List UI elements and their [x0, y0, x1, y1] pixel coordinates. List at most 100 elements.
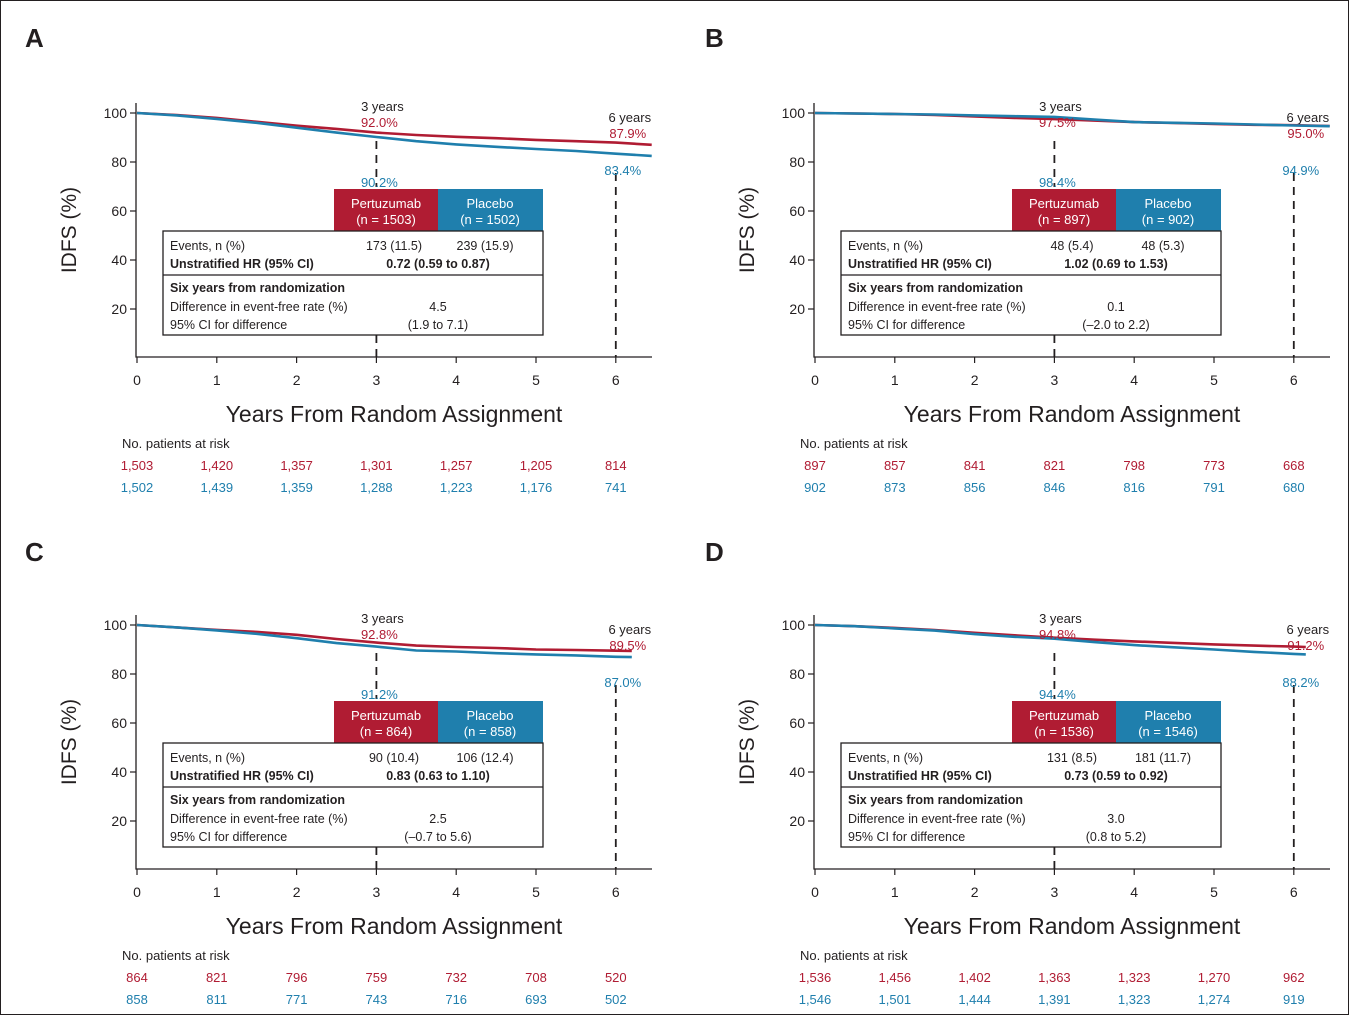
panel-b: B 20 40 60 80 100 0 1 2 3 4 5 6 IDFS (%) Years From R… — [679, 1, 1347, 508]
hr-label: Unstratified HR (95% CI) — [170, 769, 314, 783]
x-axis-title: Years From Random Assignment — [226, 401, 563, 427]
at-risk-title: No. patients at risk — [122, 436, 230, 451]
x-tick-label: 5 — [1210, 884, 1218, 900]
year3-label: 3 years — [1039, 611, 1082, 626]
placebo-n: (n = 902) — [1142, 212, 1194, 227]
x-tick-label: 6 — [612, 372, 620, 388]
pertuzumab-header-label: Pertuzumab — [351, 708, 421, 723]
x-tick-label: 2 — [971, 372, 979, 388]
pertuzumab-at-risk: 841 — [964, 458, 986, 473]
pertuzumab-at-risk: 1,503 — [121, 458, 154, 473]
pertuzumab-at-risk: 1,420 — [201, 458, 234, 473]
placebo-curve — [136, 623, 632, 659]
x-tick-label: 6 — [612, 884, 620, 900]
pertuzumab-header — [334, 189, 438, 231]
pertuzumab-events: 173 (11.5) — [366, 239, 422, 253]
pertuzumab-at-risk: 1,402 — [958, 970, 991, 985]
placebo-at-risk: 1,502 — [121, 480, 154, 495]
pertuzumab-at-risk: 668 — [1283, 458, 1305, 473]
hr-label: Unstratified HR (95% CI) — [848, 769, 992, 783]
pertuzumab-3yr-rate: 97.5% — [1039, 115, 1076, 130]
panel-letter: A — [25, 23, 44, 53]
pertuzumab-3yr-rate: 94.8% — [1039, 627, 1076, 642]
six-year-heading: Six years from randomization — [848, 793, 1023, 807]
difference-label: Difference in event-free rate (%) — [848, 300, 1026, 314]
pertuzumab-at-risk: 857 — [884, 458, 906, 473]
events-label: Events, n (%) — [170, 239, 245, 253]
pertuzumab-at-risk: 1,357 — [280, 458, 313, 473]
year6-label: 6 years — [608, 622, 651, 637]
x-tick-label: 3 — [373, 884, 381, 900]
ci-value: (0.8 to 5.2) — [1086, 830, 1146, 844]
placebo-header-label: Placebo — [467, 708, 514, 723]
placebo-6yr-rate: 87.0% — [604, 675, 641, 690]
pertuzumab-at-risk: 821 — [1044, 458, 1066, 473]
y-tick-label: 100 — [782, 617, 806, 633]
pertuzumab-at-risk: 1,257 — [440, 458, 473, 473]
difference-label: Difference in event-free rate (%) — [170, 300, 348, 314]
placebo-curve — [814, 623, 1306, 656]
placebo-header-label: Placebo — [1145, 708, 1192, 723]
km-chart: 20 40 60 80 100 0 1 2 3 4 5 6 IDFS (%) Years From Ran… — [736, 99, 1330, 495]
km-chart: 20 40 60 80 100 0 1 2 3 4 5 6 IDFS (%) Years From Ran… — [58, 611, 652, 1007]
x-tick-label: 6 — [1290, 372, 1298, 388]
pertuzumab-at-risk: 796 — [286, 970, 308, 985]
placebo-at-risk: 716 — [445, 992, 467, 1007]
pertuzumab-n: (n = 897) — [1038, 212, 1090, 227]
axes-frame — [813, 103, 1330, 358]
y-axis-title: IDFS (%) — [58, 699, 81, 785]
placebo-at-risk: 693 — [525, 992, 547, 1007]
axes-frame — [135, 103, 652, 358]
pertuzumab-at-risk: 897 — [804, 458, 826, 473]
pertuzumab-at-risk: 773 — [1203, 458, 1225, 473]
difference-value: 0.1 — [1107, 300, 1124, 314]
placebo-n: (n = 858) — [464, 724, 516, 739]
ci-value: (1.9 to 7.1) — [408, 318, 468, 332]
stats-table — [162, 230, 544, 336]
pertuzumab-3yr-rate: 92.0% — [361, 115, 398, 130]
hr-label: Unstratified HR (95% CI) — [848, 257, 992, 271]
placebo-header — [1116, 701, 1221, 743]
x-axis-title: Years From Random Assignment — [904, 401, 1241, 427]
placebo-at-risk: 919 — [1283, 992, 1305, 1007]
x-tick-label: 4 — [452, 884, 460, 900]
placebo-at-risk: 1,359 — [280, 480, 313, 495]
axes-frame — [813, 615, 1330, 870]
six-year-heading: Six years from randomization — [170, 281, 345, 295]
y-tick-label: 40 — [111, 252, 127, 268]
placebo-at-risk: 791 — [1203, 480, 1225, 495]
x-tick-label: 1 — [891, 884, 899, 900]
x-tick-label: 1 — [891, 372, 899, 388]
placebo-n: (n = 1502) — [460, 212, 520, 227]
placebo-6yr-rate: 83.4% — [604, 163, 641, 178]
placebo-at-risk: 741 — [605, 480, 627, 495]
placebo-events: 48 (5.3) — [1141, 239, 1184, 253]
placebo-3yr-rate: 94.4% — [1039, 687, 1076, 702]
pertuzumab-header — [334, 701, 438, 743]
x-tick-label: 2 — [293, 884, 301, 900]
placebo-at-risk: 1,274 — [1198, 992, 1231, 1007]
pertuzumab-at-risk: 962 — [1283, 970, 1305, 985]
x-tick-label: 4 — [1130, 372, 1138, 388]
placebo-header — [1116, 189, 1221, 231]
year6-label: 6 years — [1286, 622, 1329, 637]
pertuzumab-n: (n = 1503) — [356, 212, 416, 227]
placebo-at-risk: 1,439 — [201, 480, 234, 495]
pertuzumab-at-risk: 520 — [605, 970, 627, 985]
year6-label: 6 years — [1286, 110, 1329, 125]
pertuzumab-6yr-rate: 95.0% — [1287, 126, 1324, 141]
x-axis-title: Years From Random Assignment — [226, 913, 563, 939]
y-axis-title: IDFS (%) — [736, 187, 759, 273]
km-chart: 20 40 60 80 100 0 1 2 3 4 5 6 IDFS (%) Years From Ran… — [736, 611, 1330, 1007]
placebo-at-risk: 743 — [366, 992, 388, 1007]
x-tick-label: 3 — [1051, 884, 1059, 900]
y-tick-label: 40 — [789, 764, 805, 780]
pertuzumab-at-risk: 814 — [605, 458, 627, 473]
six-year-heading: Six years from randomization — [170, 793, 345, 807]
at-risk-title: No. patients at risk — [800, 948, 908, 963]
panel-letter: D — [705, 537, 724, 567]
pertuzumab-at-risk: 759 — [366, 970, 388, 985]
placebo-curve — [814, 111, 1330, 128]
placebo-events: 106 (12.4) — [457, 751, 514, 765]
pertuzumab-events: 90 (10.4) — [369, 751, 419, 765]
